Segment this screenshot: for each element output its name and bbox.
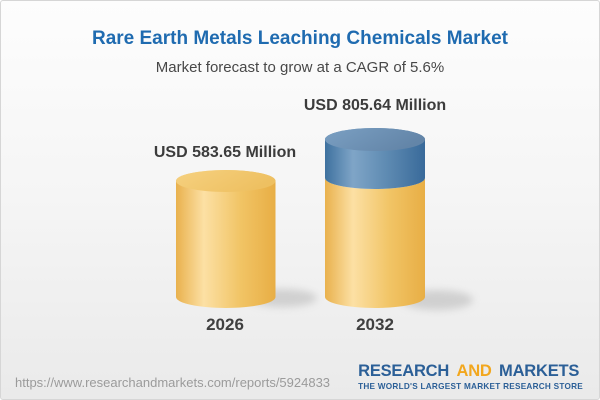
logo-word-markets: MARKETS xyxy=(499,361,580,380)
brand-tagline: THE WORLD'S LARGEST MARKET RESEARCH STOR… xyxy=(358,382,583,391)
logo-word-research: RESEARCH xyxy=(358,361,450,380)
value-label-2032: USD 805.64 Million xyxy=(303,97,447,114)
report-url-link[interactable]: https://www.researchandmarkets.com/repor… xyxy=(15,375,331,390)
page-title: Rare Earth Metals Leaching Chemicals Mar… xyxy=(91,28,509,49)
cylinder-2032 xyxy=(325,128,425,308)
page-subtitle: Market forecast to grow at a CAGR of 5.6… xyxy=(155,59,445,76)
header: Rare Earth Metals Leaching Chemicals Mar… xyxy=(1,1,599,76)
cylinder-2026 xyxy=(176,170,276,308)
category-label-2032: 2032 xyxy=(356,315,394,334)
value-label-2026: USD 583.65 Million xyxy=(153,144,297,161)
brand-logo: RESEARCH AND MARKETS THE WORLD'S LARGEST… xyxy=(358,361,583,391)
category-label-2026: 2026 xyxy=(206,315,244,334)
brand-logo-wordmark: RESEARCH AND MARKETS xyxy=(358,361,583,380)
logo-word-and: AND xyxy=(456,361,492,380)
